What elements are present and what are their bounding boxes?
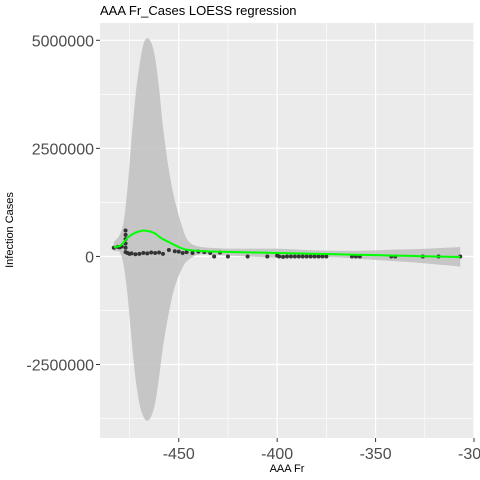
x-axis-title: AAA Fr xyxy=(270,463,305,475)
x-tick-label: -450 xyxy=(163,446,195,463)
scatter-point xyxy=(145,251,150,256)
x-axis-ticks: -450 -400 -350 -300 xyxy=(163,438,480,463)
scatter-point xyxy=(277,254,282,259)
scatter-point xyxy=(184,250,189,255)
scatter-point xyxy=(300,254,305,259)
x-tick-label: -400 xyxy=(261,446,293,463)
scatter-point xyxy=(166,247,171,252)
scatter-point xyxy=(304,254,309,259)
y-tick-label: 0 xyxy=(85,249,94,266)
confidence-ribbon xyxy=(113,38,461,421)
scatter-point xyxy=(285,254,289,259)
scatter-point xyxy=(265,254,270,259)
scatter-point xyxy=(190,250,195,255)
scatter-point xyxy=(172,249,177,254)
x-tick-label: -350 xyxy=(360,446,392,463)
y-axis-ticks: 5000000 2500000 0 -2500000 xyxy=(26,33,100,375)
scatter-point xyxy=(137,251,142,256)
scatter-point xyxy=(160,251,165,256)
scatter-point xyxy=(123,232,128,237)
scatter-point xyxy=(176,249,181,254)
scatter-point xyxy=(133,252,138,257)
scatter-point xyxy=(288,254,293,259)
scatter-point xyxy=(312,254,317,259)
scatter-point xyxy=(149,250,154,255)
scatter-point xyxy=(292,254,297,259)
scatter-point xyxy=(308,254,313,259)
confidence-ribbon-layer xyxy=(113,38,461,421)
scatter-point xyxy=(281,254,286,259)
scatter-point xyxy=(129,251,134,256)
scatter-point xyxy=(123,228,128,233)
scatter-point xyxy=(212,254,217,259)
y-tick-label: 2500000 xyxy=(32,141,94,158)
scatter-point xyxy=(225,254,230,259)
x-tick-label: -300 xyxy=(458,446,480,463)
scatter-point xyxy=(157,250,162,255)
scatter-point xyxy=(296,254,301,259)
loess-line xyxy=(113,229,461,258)
y-axis-title: Infection Cases xyxy=(4,192,16,268)
scatter-point xyxy=(123,245,128,250)
scatter-point xyxy=(316,254,321,259)
scatter-point xyxy=(324,254,329,259)
chart-title: AAA Fr_Cases LOESS regression xyxy=(100,3,297,18)
y-tick-label: -2500000 xyxy=(26,358,94,375)
scatter-point xyxy=(245,254,250,259)
scatter-point xyxy=(320,254,325,259)
scatter-point xyxy=(180,250,185,255)
scatter-point xyxy=(141,250,146,255)
scatter-point xyxy=(153,250,158,255)
loess-line-layer xyxy=(113,229,461,258)
y-tick-label: 5000000 xyxy=(32,33,94,50)
